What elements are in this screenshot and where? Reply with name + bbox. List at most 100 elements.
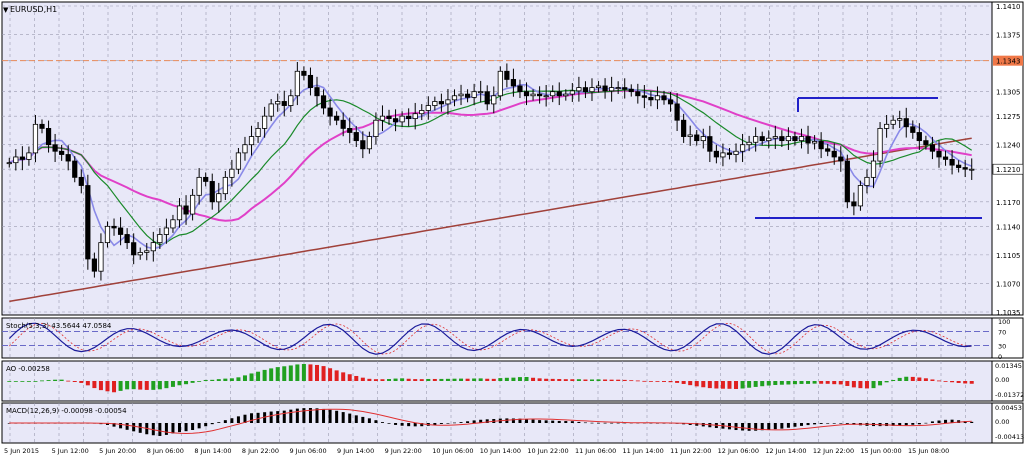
ao-bar-down (406, 378, 411, 381)
ao-bar-down (537, 378, 542, 381)
macd-bar (917, 423, 921, 425)
ao-bar-down (354, 375, 359, 381)
ao-bar-down (864, 381, 869, 389)
ao-bar-down (668, 381, 673, 383)
ao-bar-up (190, 381, 195, 383)
ao-bar-down (98, 381, 103, 391)
candle-bear (484, 91, 490, 105)
candle-bear (301, 70, 307, 76)
ao-bar-up (26, 381, 31, 382)
candle-bear (805, 136, 811, 144)
macd-bar (380, 422, 384, 423)
ao-bar-down (485, 378, 490, 381)
macd-bar (911, 423, 915, 425)
candle-bull (615, 87, 621, 89)
candle-bear (726, 152, 733, 155)
ao-bar-down (92, 381, 97, 389)
ao-bar-up (301, 364, 306, 381)
candle-bear (635, 91, 641, 97)
ao-bar-down (635, 380, 640, 382)
macd-bar (400, 423, 404, 426)
macd-bar (799, 423, 803, 426)
ao-bar-up (269, 368, 274, 381)
candle-bull (772, 136, 778, 139)
macd-bar (322, 408, 326, 423)
ma-blue-line (8, 84, 972, 250)
candle-bear (602, 85, 608, 92)
macd-bar (930, 421, 934, 423)
ao-bar-down (707, 381, 712, 389)
candle-bull (864, 176, 870, 186)
macd-bar (577, 421, 581, 423)
candle-bull (857, 185, 864, 207)
macd-bar (112, 423, 116, 427)
macd-bar (904, 423, 908, 426)
ao-bar-down (851, 381, 856, 388)
candle-bull (700, 136, 706, 142)
candle-bull (157, 234, 163, 244)
ao-bar-up (452, 378, 457, 381)
ao-bar-up (118, 381, 123, 391)
candle-bear (353, 132, 359, 142)
ao-tick-label: 0.00 (995, 376, 1009, 384)
ao-bar-up (439, 378, 444, 381)
macd-bar (806, 423, 810, 426)
ao-bar-up (164, 381, 169, 389)
macd-bar (250, 413, 254, 423)
ao-bar-down (367, 378, 372, 381)
candle-bull (275, 101, 281, 105)
ao-bar-up (806, 381, 811, 384)
candle-bear (392, 118, 399, 123)
ao-bar-down (648, 381, 653, 382)
candle-bull (288, 95, 294, 106)
title-arrow-icon[interactable]: ▼ (3, 6, 9, 14)
macd-axis-bg (991, 402, 1024, 444)
y-tick-label: 1.1035 (996, 309, 1021, 317)
candle-bear (681, 119, 687, 137)
ao-bar-down (923, 378, 928, 381)
macd-bar (518, 418, 522, 423)
y-tick-label: 1.1275 (996, 113, 1021, 121)
macd-bar (178, 423, 182, 433)
macd-bar (204, 423, 208, 427)
ao-bar-down (347, 374, 352, 381)
candle-bear (674, 103, 680, 121)
candle-bear (641, 95, 647, 98)
candle-bear (916, 132, 922, 142)
ao-bar-down (642, 380, 647, 382)
macd-bar (243, 414, 247, 423)
ao-bar-up (747, 381, 752, 388)
ao-bar-up (151, 381, 156, 390)
macd-bar (433, 423, 437, 426)
macd-bar (891, 423, 895, 426)
candle-bear (779, 136, 785, 142)
candle-bull (870, 160, 877, 178)
candle-bear (78, 176, 84, 186)
ao-bar-down (380, 379, 385, 381)
macd-bar (223, 420, 227, 423)
ao-bar-up (884, 381, 889, 383)
ao-bar-up (387, 379, 392, 381)
candle-bear (707, 136, 713, 152)
ao-bar-up (59, 379, 64, 381)
ao-bar-down (314, 364, 319, 381)
candle-bull (877, 127, 883, 162)
ao-axis-bg (991, 360, 1024, 402)
candle-bear (59, 150, 65, 155)
stoch-main-line (8, 322, 972, 355)
candle-bull (798, 136, 805, 142)
candle-bull (196, 176, 202, 196)
ao-bar-down (910, 376, 915, 381)
candle-bear (464, 93, 471, 98)
macd-bar (439, 423, 443, 424)
ao-bar-down (714, 381, 719, 389)
ao-bar-up (445, 378, 450, 381)
macd-bar (138, 423, 142, 433)
ao-bar-up (125, 381, 130, 390)
stoch-lines (2, 322, 992, 355)
candle-bear (582, 87, 589, 93)
x-tick-label: 11 Jun 14:00 (623, 447, 664, 455)
ao-bar-up (288, 365, 293, 381)
macd-bar (367, 418, 371, 423)
candle-bear (949, 159, 955, 166)
